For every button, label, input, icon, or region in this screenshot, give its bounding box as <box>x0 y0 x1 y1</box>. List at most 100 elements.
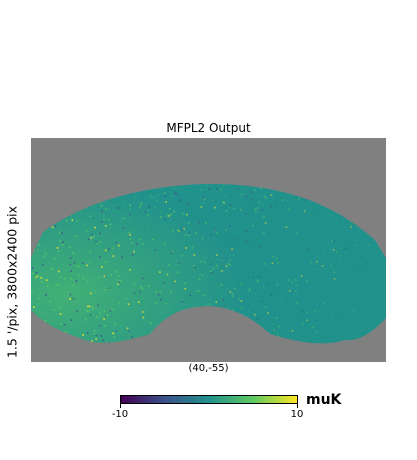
noise-pixel <box>229 204 232 206</box>
noise-pixel <box>234 287 236 290</box>
noise-pixel <box>170 213 173 216</box>
noise-pixel <box>63 277 66 280</box>
noise-pixel <box>89 261 91 264</box>
noise-pixel <box>114 322 116 325</box>
noise-pixel <box>116 317 118 319</box>
noise-pixel <box>184 234 187 237</box>
noise-pixel <box>272 309 275 311</box>
colorbar-max-label: 10 <box>290 409 304 420</box>
noise-pixel <box>106 341 108 343</box>
noise-pixel <box>72 236 74 238</box>
noise-pixel <box>37 275 40 277</box>
noise-pixel <box>155 302 157 304</box>
noise-pixel <box>99 202 101 205</box>
noise-pixel <box>115 330 118 332</box>
noise-pixel <box>65 271 68 273</box>
noise-pixel <box>356 244 358 247</box>
noise-pixel <box>225 265 228 267</box>
noise-pixel <box>295 231 298 234</box>
noise-pixel <box>176 193 179 195</box>
noise-pixel <box>202 188 204 191</box>
noise-pixel <box>241 193 243 196</box>
noise-pixel <box>233 207 236 210</box>
noise-pixel <box>249 288 251 290</box>
noise-pixel <box>258 276 261 278</box>
noise-pixel <box>276 205 278 207</box>
noise-pixel <box>371 261 373 264</box>
noise-pixel <box>107 242 109 244</box>
noise-pixel <box>321 265 324 267</box>
noise-pixel <box>96 332 98 335</box>
noise-pixel <box>224 195 226 197</box>
noise-pixel <box>300 275 303 277</box>
noise-pixel <box>362 248 365 250</box>
noise-pixel <box>196 290 198 293</box>
noise-pixel <box>314 310 316 313</box>
noise-pixel <box>100 335 103 337</box>
noise-pixel <box>141 277 144 280</box>
noise-pixel <box>257 279 259 281</box>
noise-pixel <box>115 270 118 273</box>
noise-pixel <box>188 234 190 237</box>
noise-pixel <box>132 307 135 310</box>
noise-pixel <box>59 306 62 309</box>
noise-pixel <box>231 292 234 295</box>
noise-pixel <box>222 299 224 301</box>
noise-pixel <box>82 277 84 279</box>
noise-pixel <box>120 324 123 326</box>
noise-pixel <box>147 210 150 212</box>
noise-pixel <box>47 311 50 313</box>
noise-pixel <box>228 301 230 304</box>
noise-pixel <box>217 258 220 260</box>
noise-pixel <box>276 284 279 286</box>
noise-pixel <box>135 194 138 197</box>
noise-pixel <box>240 283 243 286</box>
noise-pixel <box>254 207 257 210</box>
noise-pixel <box>129 209 131 211</box>
noise-pixel <box>91 233 93 236</box>
noise-pixel <box>148 206 150 208</box>
noise-pixel <box>256 305 258 308</box>
noise-pixel <box>146 319 148 322</box>
noise-pixel <box>241 307 243 310</box>
noise-pixel <box>131 242 134 244</box>
noise-pixel <box>139 290 141 293</box>
noise-pixel <box>209 303 212 306</box>
noise-pixel <box>330 240 333 242</box>
noise-pixel <box>195 232 197 235</box>
noise-pixel <box>344 247 346 250</box>
noise-pixel <box>363 305 366 308</box>
noise-pixel <box>86 281 89 283</box>
noise-pixel <box>217 267 220 269</box>
noise-pixel <box>215 264 218 267</box>
noise-pixel <box>254 189 256 191</box>
noise-pixel <box>72 331 75 333</box>
noise-pixel <box>35 272 38 274</box>
noise-pixel <box>205 188 208 191</box>
noise-pixel <box>306 280 308 282</box>
noise-pixel <box>40 277 42 279</box>
noise-pixel <box>140 202 143 204</box>
noise-pixel <box>219 284 222 286</box>
noise-pixel <box>208 188 210 190</box>
noise-pixel <box>79 265 82 267</box>
noise-pixel <box>255 211 257 213</box>
noise-pixel <box>235 198 237 201</box>
noise-pixel <box>102 317 105 319</box>
noise-pixel <box>359 267 361 270</box>
noise-pixel <box>72 284 75 287</box>
noise-pixel <box>248 239 251 242</box>
noise-pixel <box>331 266 333 268</box>
noise-pixel <box>167 215 170 217</box>
noise-pixel <box>103 218 105 221</box>
noise-pixel <box>164 270 166 273</box>
noise-pixel <box>128 205 131 207</box>
noise-pixel <box>127 306 130 309</box>
noise-pixel <box>189 294 191 297</box>
noise-pixel <box>76 264 79 267</box>
noise-pixel <box>310 261 313 264</box>
noise-pixel <box>184 221 186 224</box>
noise-pixel <box>251 304 254 307</box>
noise-pixel <box>140 286 142 288</box>
noise-pixel <box>250 302 253 305</box>
